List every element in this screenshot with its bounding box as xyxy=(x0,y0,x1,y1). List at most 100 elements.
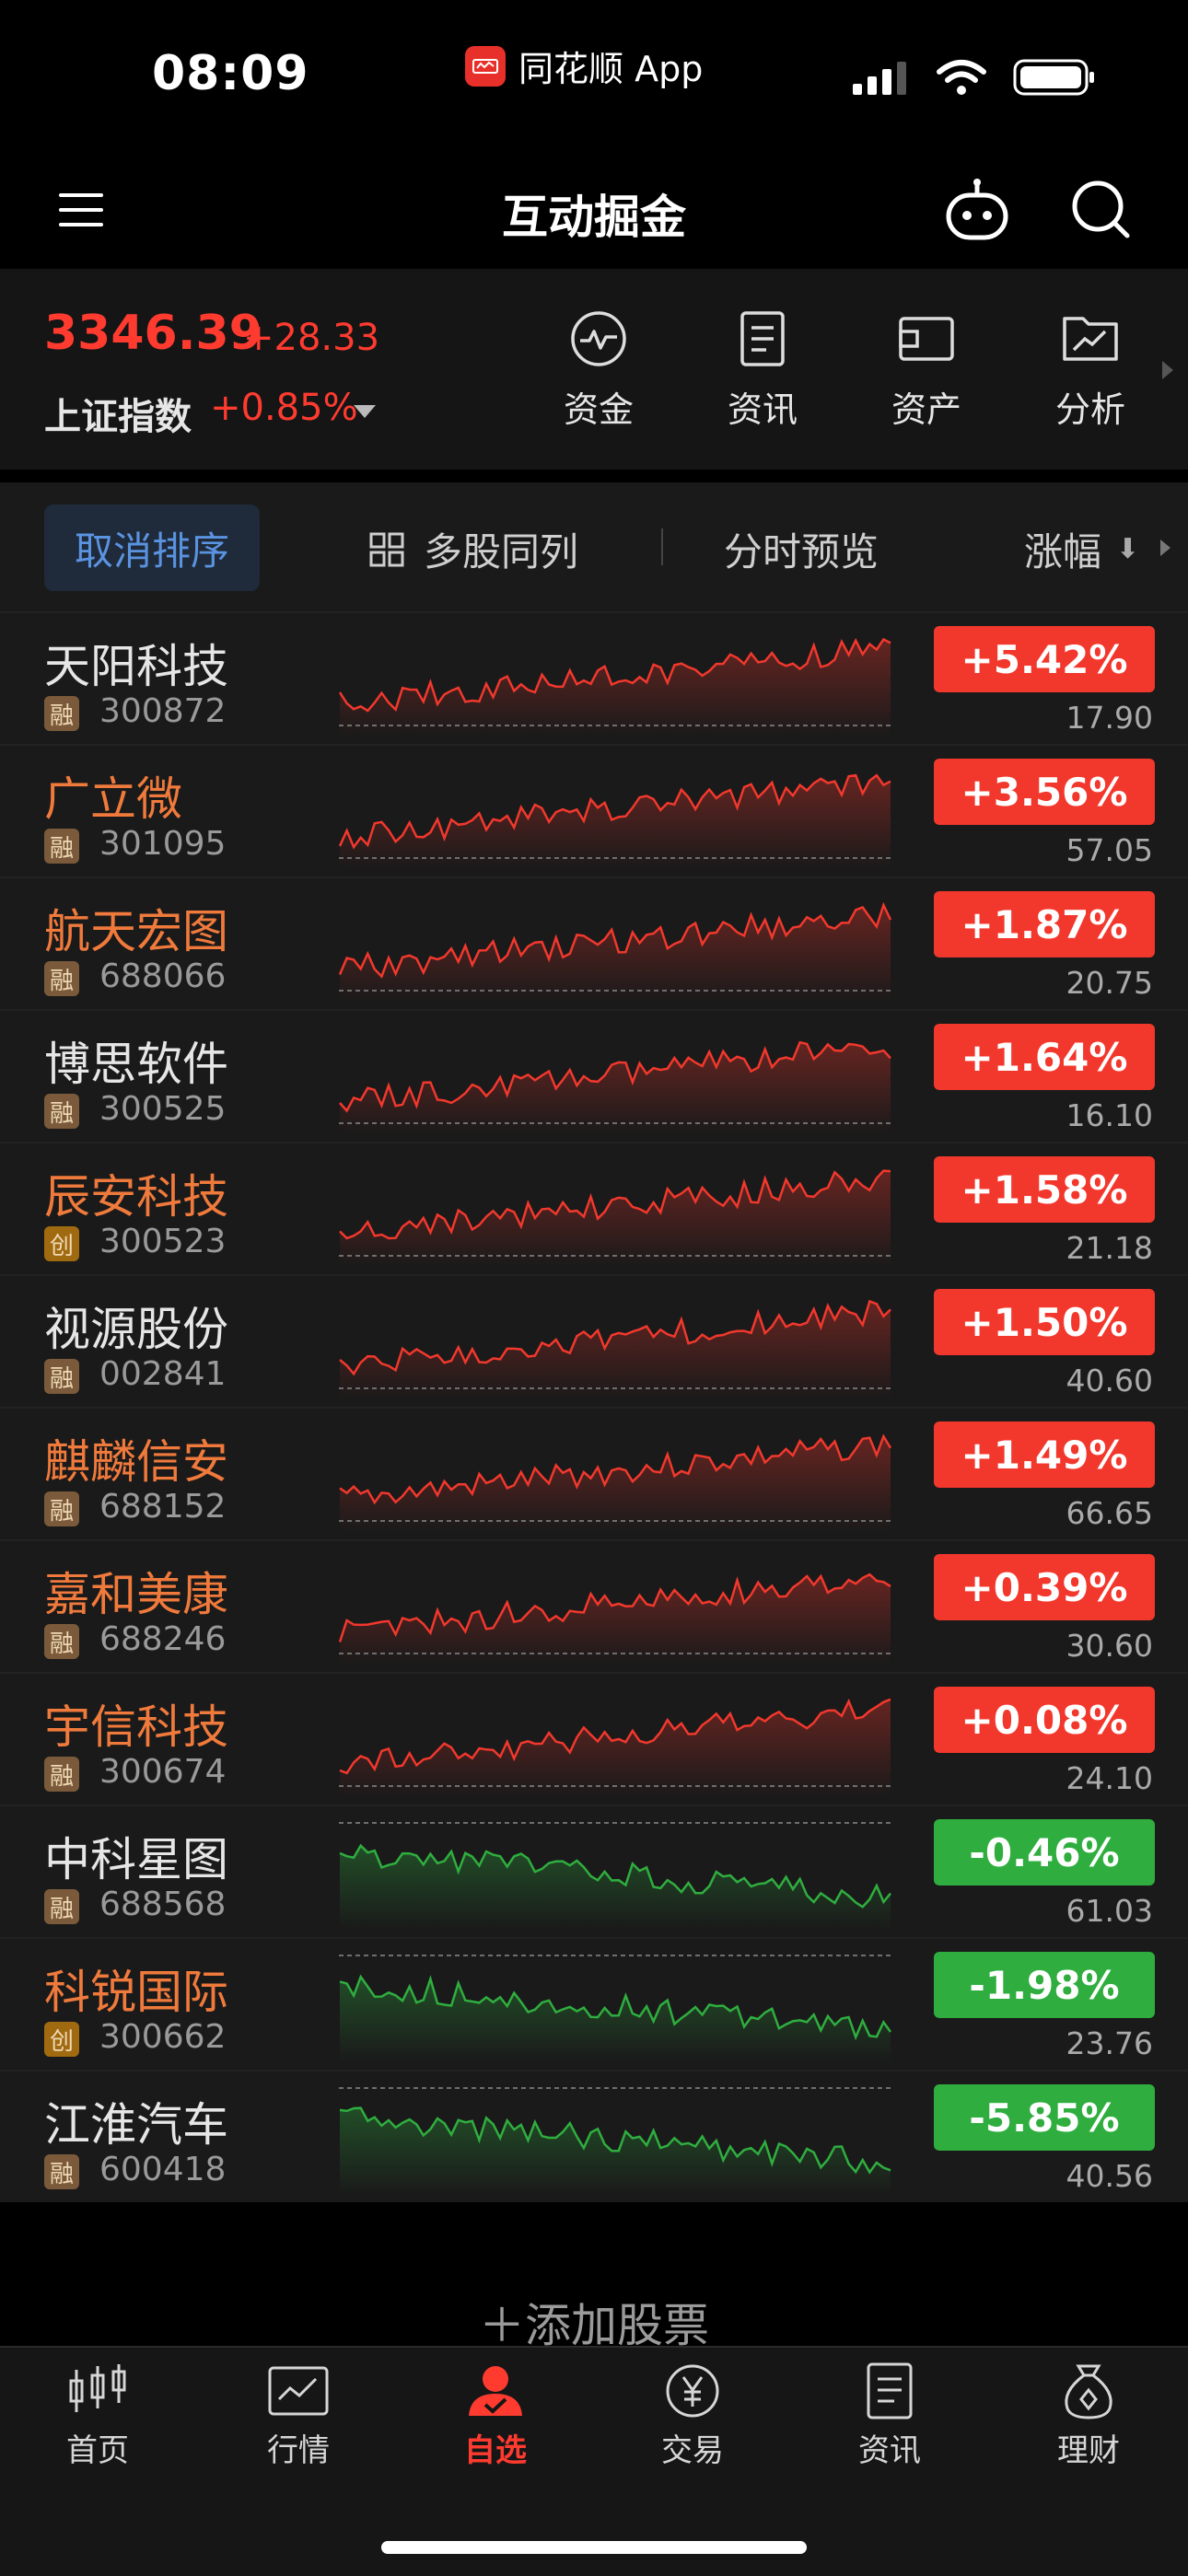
sparkline-line xyxy=(339,1572,891,1642)
stock-row[interactable]: 麒麟信安融 688152 +1.49% 66.65 xyxy=(0,1407,1188,1539)
index-dropdown-icon[interactable] xyxy=(354,405,376,418)
stock-price: 61.03 xyxy=(1066,1893,1153,1929)
document-icon xyxy=(740,311,785,366)
stock-row[interactable]: 天阳科技融 300872 +5.42% 17.90 xyxy=(0,611,1188,744)
line-chart-icon xyxy=(268,2366,329,2416)
sparkline-line xyxy=(339,1843,891,1909)
scroll-right-icon[interactable] xyxy=(1162,361,1173,379)
sparkline-area xyxy=(340,1301,891,1399)
intraday-sparkline xyxy=(339,901,891,1002)
tab-home[interactable]: 首页 xyxy=(24,2362,171,2470)
index-percent: +0.85% xyxy=(210,387,358,429)
quick-action-news[interactable]: 资讯 xyxy=(698,309,827,432)
stock-row[interactable]: 博思软件融 300525 +1.64% 16.10 xyxy=(0,1009,1188,1142)
stock-tag-badge: 创 xyxy=(44,1226,79,1261)
robot-assistant-button[interactable] xyxy=(943,177,1011,245)
column-scroll-icon[interactable] xyxy=(1160,540,1171,556)
app-name: 同花顺 App xyxy=(518,49,704,89)
stock-tag-badge: 融 xyxy=(44,2154,79,2189)
tab-wealth[interactable]: 理财 xyxy=(1015,2362,1162,2470)
tab-watchlist[interactable]: 自选 xyxy=(422,2362,569,2470)
intraday-sparkline xyxy=(339,1955,891,2062)
change-percent-badge[interactable]: +1.49% xyxy=(934,1421,1155,1488)
index-name[interactable]: 上证指数 xyxy=(44,396,192,438)
stock-tag-badge: 融 xyxy=(44,1757,79,1792)
change-percent-badge[interactable]: -0.46% xyxy=(934,1819,1155,1886)
stock-row[interactable]: 嘉和美康融 688246 +0.39% 30.60 xyxy=(0,1539,1188,1672)
change-percent-badge[interactable]: +5.42% xyxy=(934,626,1155,692)
stock-name: 广立微 xyxy=(44,772,182,826)
change-percent-badge[interactable]: +1.64% xyxy=(934,1024,1155,1090)
stock-price: 24.10 xyxy=(1066,1760,1153,1796)
tab-label: 理财 xyxy=(1057,2432,1120,2469)
app-logo-icon xyxy=(465,45,506,87)
stock-code: 688066 xyxy=(99,957,227,995)
change-percent-badge[interactable]: +1.50% xyxy=(934,1289,1155,1355)
list-footer xyxy=(0,2202,1188,2350)
change-percent-badge[interactable]: +1.87% xyxy=(934,891,1155,957)
wallet-icon xyxy=(899,317,954,361)
page-title: 互动掘金 xyxy=(502,191,686,244)
time-preview-button[interactable]: 分时预览 xyxy=(724,529,879,574)
sparkline-area xyxy=(340,1170,891,1267)
multi-stock-button[interactable]: 多股同列 xyxy=(368,521,578,577)
stock-row[interactable]: 航天宏图融 688066 +1.87% 20.75 xyxy=(0,876,1188,1009)
stock-price: 40.60 xyxy=(1066,1363,1153,1398)
quick-action-label: 资讯 xyxy=(727,389,798,430)
stock-code: 688568 xyxy=(99,1886,227,1923)
cancel-sort-button[interactable]: 取消排序 xyxy=(44,505,260,591)
stock-name: 辰安科技 xyxy=(44,1170,228,1224)
sparkline-line xyxy=(339,901,891,979)
news-icon xyxy=(867,2362,913,2419)
stock-price: 20.75 xyxy=(1066,965,1153,1001)
quick-action-assets[interactable]: 资产 xyxy=(862,309,991,432)
change-percent-badge[interactable]: +0.08% xyxy=(934,1687,1155,1753)
index-panel xyxy=(0,269,1188,470)
change-percent-badge[interactable]: -5.85% xyxy=(934,2084,1155,2151)
stock-row[interactable]: 科锐国际创 300662 -1.98% 23.76 xyxy=(0,1937,1188,2070)
stock-price: 21.18 xyxy=(1066,1230,1153,1266)
battery-icon xyxy=(1013,59,1094,96)
tab-news[interactable]: 资讯 xyxy=(816,2362,963,2470)
sparkline-line xyxy=(339,1698,891,1775)
tab-market[interactable]: 行情 xyxy=(225,2362,372,2470)
tab-label: 交易 xyxy=(661,2432,724,2469)
quick-action-analysis[interactable]: 分析 xyxy=(1026,309,1155,432)
sparkline-line xyxy=(339,1169,891,1240)
change-percent-badge[interactable]: -1.98% xyxy=(934,1952,1155,2018)
sparkline-line xyxy=(339,1433,891,1505)
grid-icon xyxy=(369,532,404,566)
sparkline-area xyxy=(340,1436,891,1532)
intraday-sparkline xyxy=(339,1169,891,1267)
intraday-sparkline xyxy=(339,773,891,869)
stock-row[interactable]: 江淮汽车融 600418 -5.85% 40.56 xyxy=(0,2070,1188,2202)
stock-row[interactable]: 中科星图融 688568 -0.46% 61.03 xyxy=(0,1804,1188,1937)
stock-price: 16.10 xyxy=(1066,1097,1153,1133)
tab-trade[interactable]: 交易 xyxy=(619,2362,766,2470)
change-percent-badge[interactable]: +1.58% xyxy=(934,1156,1155,1223)
sparkline-area xyxy=(340,1977,891,2062)
add-stock-button[interactable]: ＋添加股票 xyxy=(479,2299,709,2352)
intraday-sparkline xyxy=(339,1299,891,1399)
stock-tag-badge: 融 xyxy=(44,1359,79,1394)
stock-code: 688152 xyxy=(99,1488,227,1526)
intraday-sparkline xyxy=(339,1698,891,1797)
stock-name: 宇信科技 xyxy=(44,1700,228,1754)
stock-row[interactable]: 辰安科技创 300523 +1.58% 21.18 xyxy=(0,1142,1188,1274)
menu-button[interactable] xyxy=(57,186,105,234)
stock-code: 300872 xyxy=(99,692,227,730)
stock-tag-badge: 融 xyxy=(44,829,79,864)
stock-row[interactable]: 宇信科技融 300674 +0.08% 24.10 xyxy=(0,1672,1188,1804)
stock-tag-badge: 创 xyxy=(44,2022,79,2057)
quick-action-funds[interactable]: 资金 xyxy=(534,309,663,432)
multi-stock-label: 多股同列 xyxy=(424,529,579,574)
change-percent-badge[interactable]: +0.39% xyxy=(934,1554,1155,1620)
sparkline-area xyxy=(340,1574,891,1665)
stock-row[interactable]: 广立微融 301095 +3.56% 57.05 xyxy=(0,744,1188,876)
stock-row[interactable]: 视源股份融 002841 +1.50% 40.60 xyxy=(0,1274,1188,1407)
search-button[interactable] xyxy=(1068,177,1133,241)
change-percent-badge[interactable]: +3.56% xyxy=(934,759,1155,825)
sort-column-header[interactable]: 涨幅 ⬇ xyxy=(1024,521,1139,577)
wifi-icon xyxy=(937,60,986,95)
index-value[interactable]: 3346.39 xyxy=(44,306,262,361)
